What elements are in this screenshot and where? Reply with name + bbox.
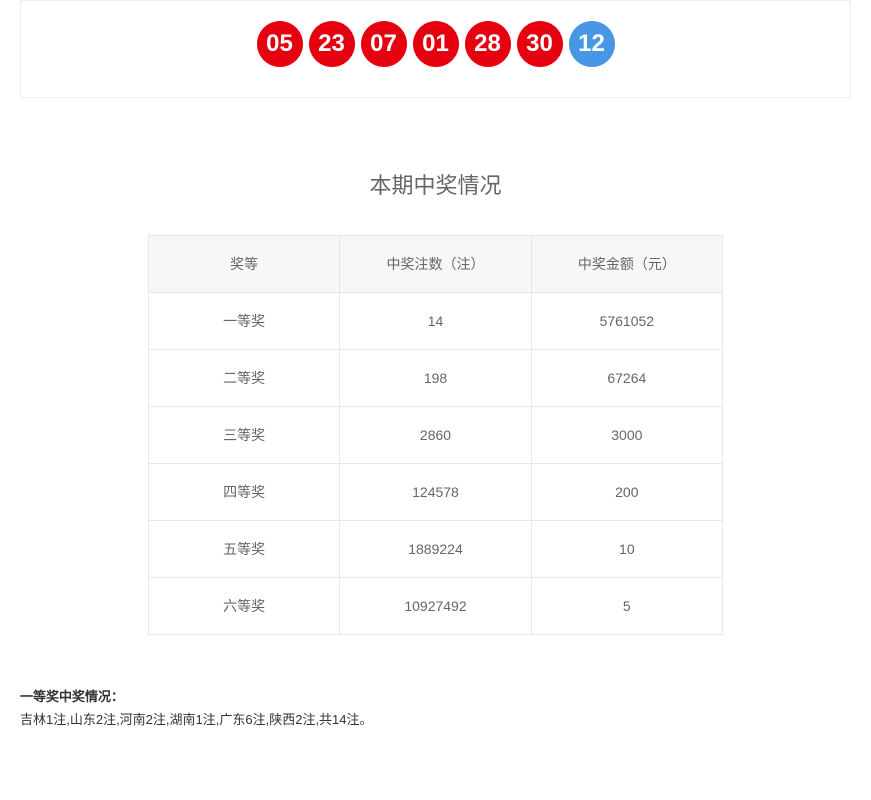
table-cell: 二等奖 [149, 350, 340, 407]
table-cell: 10927492 [340, 578, 531, 635]
table-cell: 1889224 [340, 521, 531, 578]
table-row: 四等奖124578200 [149, 464, 723, 521]
table-cell: 5 [531, 578, 722, 635]
table-cell: 14 [340, 293, 531, 350]
table-cell: 四等奖 [149, 464, 340, 521]
lottery-ball-red: 05 [257, 21, 303, 67]
table-cell: 124578 [340, 464, 531, 521]
lottery-balls-panel: 05230701283012 [20, 0, 851, 98]
table-cell: 200 [531, 464, 722, 521]
table-cell: 5761052 [531, 293, 722, 350]
table-header: 中奖金额（元） [531, 236, 722, 293]
table-row: 三等奖28603000 [149, 407, 723, 464]
lottery-ball-red: 23 [309, 21, 355, 67]
prize-table: 奖等中奖注数（注）中奖金额（元） 一等奖145761052二等奖19867264… [148, 235, 723, 635]
table-header: 奖等 [149, 236, 340, 293]
lottery-ball-red: 07 [361, 21, 407, 67]
lottery-ball-red: 28 [465, 21, 511, 67]
table-cell: 198 [340, 350, 531, 407]
table-row: 二等奖19867264 [149, 350, 723, 407]
first-prize-note: 一等奖中奖情况： 吉林1注,山东2注,河南2注,湖南1注,广东6注,陕西2注,共… [20, 685, 851, 732]
table-cell: 五等奖 [149, 521, 340, 578]
lottery-ball-red: 01 [413, 21, 459, 67]
table-header: 中奖注数（注） [340, 236, 531, 293]
first-prize-note-label: 一等奖中奖情况： [20, 689, 124, 704]
first-prize-note-text: 吉林1注,山东2注,河南2注,湖南1注,广东6注,陕西2注,共14注。 [20, 712, 373, 727]
lottery-ball-blue: 12 [569, 21, 615, 67]
table-cell: 2860 [340, 407, 531, 464]
table-row: 一等奖145761052 [149, 293, 723, 350]
table-cell: 三等奖 [149, 407, 340, 464]
section-title: 本期中奖情况 [0, 168, 871, 200]
table-cell: 一等奖 [149, 293, 340, 350]
table-cell: 六等奖 [149, 578, 340, 635]
table-cell: 10 [531, 521, 722, 578]
table-row: 五等奖188922410 [149, 521, 723, 578]
lottery-ball-red: 30 [517, 21, 563, 67]
table-cell: 3000 [531, 407, 722, 464]
table-row: 六等奖109274925 [149, 578, 723, 635]
table-cell: 67264 [531, 350, 722, 407]
